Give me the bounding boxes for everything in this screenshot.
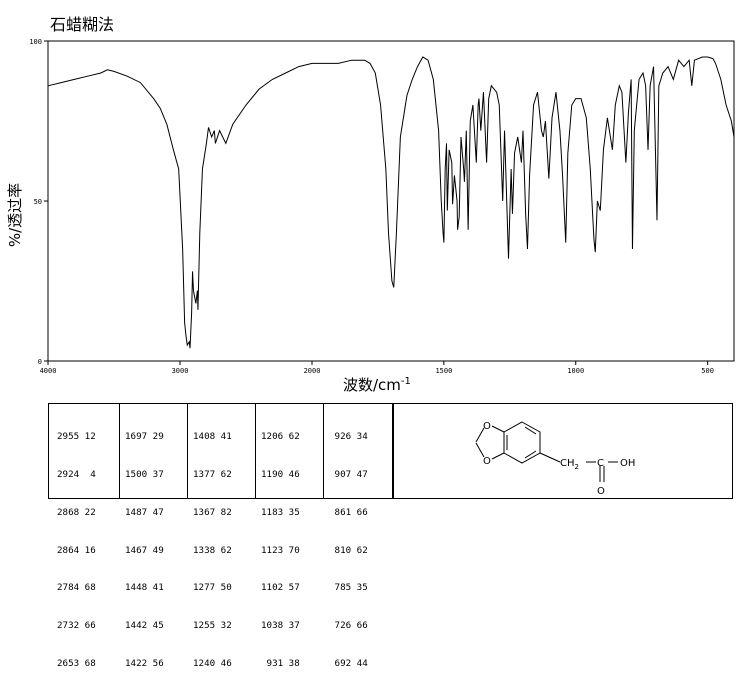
peak-entry: 1123 70 bbox=[261, 544, 300, 556]
peak-entry: 1697 29 bbox=[125, 431, 164, 443]
y-axis-label: %/透过率 bbox=[6, 183, 24, 247]
peak-entry: 926 34 bbox=[329, 431, 368, 443]
peak-entry: 1183 35 bbox=[261, 506, 300, 518]
peak-entry: 692 44 bbox=[329, 657, 368, 669]
peak-table: 2955 12 2924 4 2868 22 2864 16 2784 68 2… bbox=[48, 403, 393, 669]
ring-oxygen-bottom: O bbox=[483, 456, 491, 467]
peak-column-5: 926 34 907 47 861 66 810 62 785 35 726 6… bbox=[329, 406, 368, 696]
peak-entry: 1442 45 bbox=[125, 620, 164, 632]
peak-entry: 2732 66 bbox=[57, 620, 96, 632]
x-tick-label: 1500 bbox=[435, 367, 452, 375]
column-divider bbox=[255, 404, 256, 498]
peak-entry: 810 62 bbox=[329, 544, 368, 556]
x-tick-label: 500 bbox=[701, 367, 714, 375]
svg-text:%/透过率: %/透过率 bbox=[6, 183, 24, 247]
y-axis-title: 透过率 bbox=[6, 183, 24, 228]
dioxole-bond bbox=[475, 427, 485, 443]
column-divider bbox=[323, 404, 324, 498]
peak-entry: 785 35 bbox=[329, 582, 368, 594]
ring-double-bond bbox=[524, 450, 537, 459]
carbonyl-oxygen: O bbox=[597, 486, 605, 497]
peak-entry: 1500 37 bbox=[125, 468, 164, 480]
peak-column-3: 1408 41 1377 62 1367 82 1338 62 1277 50 … bbox=[193, 406, 232, 696]
x-axis-title: 波数/cm bbox=[343, 376, 401, 394]
column-divider bbox=[187, 404, 188, 498]
peak-entry: 1240 46 bbox=[193, 657, 232, 669]
chart-title: 石蜡糊法 bbox=[50, 15, 114, 34]
peak-entry: 2864 16 bbox=[57, 544, 96, 556]
x-ticks: 4000 3000 2000 1500 1000 500 bbox=[40, 361, 714, 375]
peak-column-4: 1206 62 1190 46 1183 35 1123 70 1102 57 … bbox=[261, 406, 300, 696]
molecule-structure-diagram: O O CH2 C OH O bbox=[475, 421, 635, 497]
dioxole-bond bbox=[475, 442, 485, 458]
x-tick-label: 3000 bbox=[172, 367, 189, 375]
peak-entry: 1367 82 bbox=[193, 506, 232, 518]
peak-column-2: 1697 29 1500 37 1487 47 1467 49 1448 41 … bbox=[125, 406, 164, 696]
y-ticks: 100 50 0 bbox=[29, 38, 48, 366]
peak-entry: 1377 62 bbox=[193, 468, 232, 480]
dioxole-bond bbox=[491, 452, 505, 460]
y-tick-label: 0 bbox=[38, 358, 42, 366]
peak-entry: 907 47 bbox=[329, 468, 368, 480]
peak-entry: 861 66 bbox=[329, 506, 368, 518]
ring-double-bond bbox=[524, 426, 537, 435]
ring-oxygen-top: O bbox=[483, 421, 491, 432]
peak-entry: 726 66 bbox=[329, 620, 368, 632]
hydroxyl-group: OH bbox=[620, 458, 635, 469]
peak-entry: 2653 68 bbox=[57, 657, 96, 669]
peak-entry: 1422 56 bbox=[125, 657, 164, 669]
peak-entry: 1448 41 bbox=[125, 582, 164, 594]
x-axis-label: 波数/cm-1 bbox=[343, 376, 411, 394]
peak-entry: 2784 68 bbox=[57, 582, 96, 594]
y-tick-label: 100 bbox=[29, 38, 42, 46]
x-tick-label: 2000 bbox=[304, 367, 321, 375]
peak-column-1: 2955 12 2924 4 2868 22 2864 16 2784 68 2… bbox=[57, 406, 96, 696]
peak-entry: 931 38 bbox=[261, 657, 300, 669]
structure-box: O O CH2 C OH O bbox=[393, 403, 733, 499]
peak-entry: 1338 62 bbox=[193, 544, 232, 556]
benzene-ring bbox=[503, 421, 541, 464]
carbon-label: C bbox=[597, 458, 604, 469]
y-tick-label: 50 bbox=[34, 198, 42, 206]
side-chain-bond bbox=[539, 452, 561, 463]
peak-entry: 1190 46 bbox=[261, 468, 300, 480]
peak-entry: 1467 49 bbox=[125, 544, 164, 556]
y-axis-unit: %/ bbox=[6, 227, 24, 247]
peak-entry: 2924 4 bbox=[57, 468, 96, 480]
ch2-group: CH2 bbox=[560, 458, 579, 471]
peak-entry: 2955 12 bbox=[57, 431, 96, 443]
peak-entry: 1102 57 bbox=[261, 582, 300, 594]
peak-entry: 1038 37 bbox=[261, 620, 300, 632]
peak-entry: 1277 50 bbox=[193, 582, 232, 594]
column-divider bbox=[119, 404, 120, 498]
x-tick-label: 4000 bbox=[40, 367, 57, 375]
x-tick-label: 1000 bbox=[567, 367, 584, 375]
peak-entry: 1487 47 bbox=[125, 506, 164, 518]
x-axis-unit-sup: -1 bbox=[401, 376, 411, 387]
dioxole-bond bbox=[491, 425, 505, 433]
spectrum-line bbox=[47, 56, 735, 349]
peak-entry: 1255 32 bbox=[193, 620, 232, 632]
peak-entry: 2868 22 bbox=[57, 506, 96, 518]
peak-entry: 1408 41 bbox=[193, 431, 232, 443]
peak-entry: 1206 62 bbox=[261, 431, 300, 443]
